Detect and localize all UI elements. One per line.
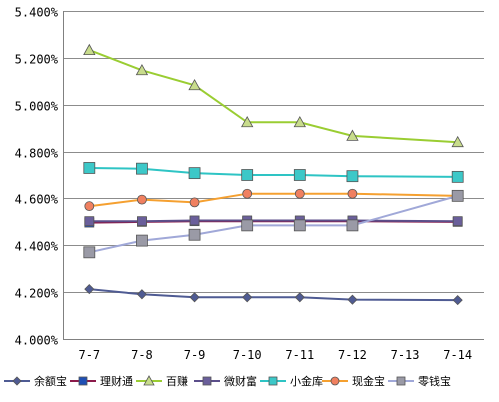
x-tick-label: 7-11 xyxy=(285,348,314,362)
legend-marker xyxy=(78,376,88,386)
data-point xyxy=(242,188,253,199)
data-point xyxy=(83,162,96,174)
data-point xyxy=(135,63,149,76)
data-point xyxy=(293,115,306,128)
y-tick-label: 4.400% xyxy=(15,240,59,254)
x-tick-label: 7-12 xyxy=(338,348,367,362)
legend-item: 零钱宝 xyxy=(388,374,451,388)
y-tick-label: 5.400% xyxy=(15,6,59,20)
data-point xyxy=(451,135,464,148)
data-point xyxy=(188,78,201,91)
x-tick-label: 7-9 xyxy=(184,348,206,362)
data-point xyxy=(346,170,359,183)
legend-label: 零钱宝 xyxy=(418,374,451,388)
data-point xyxy=(136,289,148,300)
legend-item: 小金库 xyxy=(260,374,323,388)
legend-item: 百赚 xyxy=(136,374,188,388)
gridlines xyxy=(63,11,484,293)
legend-label: 理财通 xyxy=(100,374,133,388)
data-point xyxy=(347,188,358,199)
y-tick-labels: 4.000% 4.200% 4.400% 4.600% 4.800% 5.000% 5.20… xyxy=(15,6,59,348)
data-point xyxy=(242,292,253,303)
legend-label: 百赚 xyxy=(166,374,188,388)
series-0 xyxy=(84,284,463,306)
data-point xyxy=(189,215,200,226)
legend-item: 现金宝 xyxy=(322,374,385,388)
legend-marker xyxy=(12,376,22,386)
data-point xyxy=(241,115,254,128)
y-tick-label: 5.000% xyxy=(15,100,59,114)
data-point xyxy=(451,189,464,202)
legend-item: 余额宝 xyxy=(4,374,67,388)
data-point xyxy=(241,169,254,181)
data-point xyxy=(189,197,200,208)
x-tick-label: 7-14 xyxy=(443,348,472,362)
data-point xyxy=(136,162,148,175)
legend-item: 微财富 xyxy=(194,374,257,388)
series-layer xyxy=(83,43,464,306)
data-point xyxy=(452,216,463,227)
data-point xyxy=(293,169,306,181)
x-tick-label: 7-8 xyxy=(131,348,153,362)
legend-marker xyxy=(330,376,340,386)
data-point xyxy=(137,216,147,227)
series-6 xyxy=(83,189,464,259)
x-tick-labels: 7-7 7-8 7-9 7-10 7-11 7-12 7-13 7-14 xyxy=(78,348,472,362)
legend-item: 理财通 xyxy=(70,374,133,388)
data-point xyxy=(294,188,305,199)
legend: 余额宝 理财通 百赚 微财富 小金库 现金宝 零钱宝 xyxy=(4,374,451,388)
data-point xyxy=(189,292,200,303)
data-point xyxy=(294,292,305,303)
legend-label: 现金宝 xyxy=(352,374,385,388)
x-tick-label: 7-10 xyxy=(233,348,262,362)
y-tick-label: 5.200% xyxy=(15,53,59,67)
y-tick-label: 4.600% xyxy=(15,193,59,207)
data-point xyxy=(347,294,358,305)
data-point xyxy=(84,201,95,212)
legend-label: 微财富 xyxy=(224,374,257,388)
legend-label: 余额宝 xyxy=(34,374,67,388)
data-point xyxy=(136,234,148,247)
y-tick-label: 4.000% xyxy=(15,334,59,348)
data-point xyxy=(452,295,463,306)
data-point xyxy=(188,228,201,241)
axes xyxy=(63,11,484,340)
legend-marker xyxy=(396,376,406,386)
data-point xyxy=(451,170,464,183)
data-point xyxy=(84,216,95,227)
x-tick-label: 7-13 xyxy=(391,348,420,362)
series-2 xyxy=(83,43,464,148)
data-point xyxy=(188,167,201,180)
data-point xyxy=(346,129,359,141)
legend-label: 小金库 xyxy=(290,374,323,388)
data-point xyxy=(346,219,359,232)
legend-marker xyxy=(202,376,212,386)
data-point xyxy=(83,43,96,56)
data-point xyxy=(241,219,254,232)
y-tick-label: 4.800% xyxy=(15,147,59,161)
series-5 xyxy=(84,188,463,212)
series-4 xyxy=(83,162,464,183)
y-tick-label: 4.200% xyxy=(15,287,59,301)
data-point xyxy=(84,284,95,295)
x-tick-label: 7-7 xyxy=(78,348,100,362)
legend-marker xyxy=(268,376,278,386)
legend-marker xyxy=(143,375,155,386)
data-point xyxy=(137,194,147,205)
data-point xyxy=(83,246,96,259)
data-point xyxy=(293,219,306,232)
